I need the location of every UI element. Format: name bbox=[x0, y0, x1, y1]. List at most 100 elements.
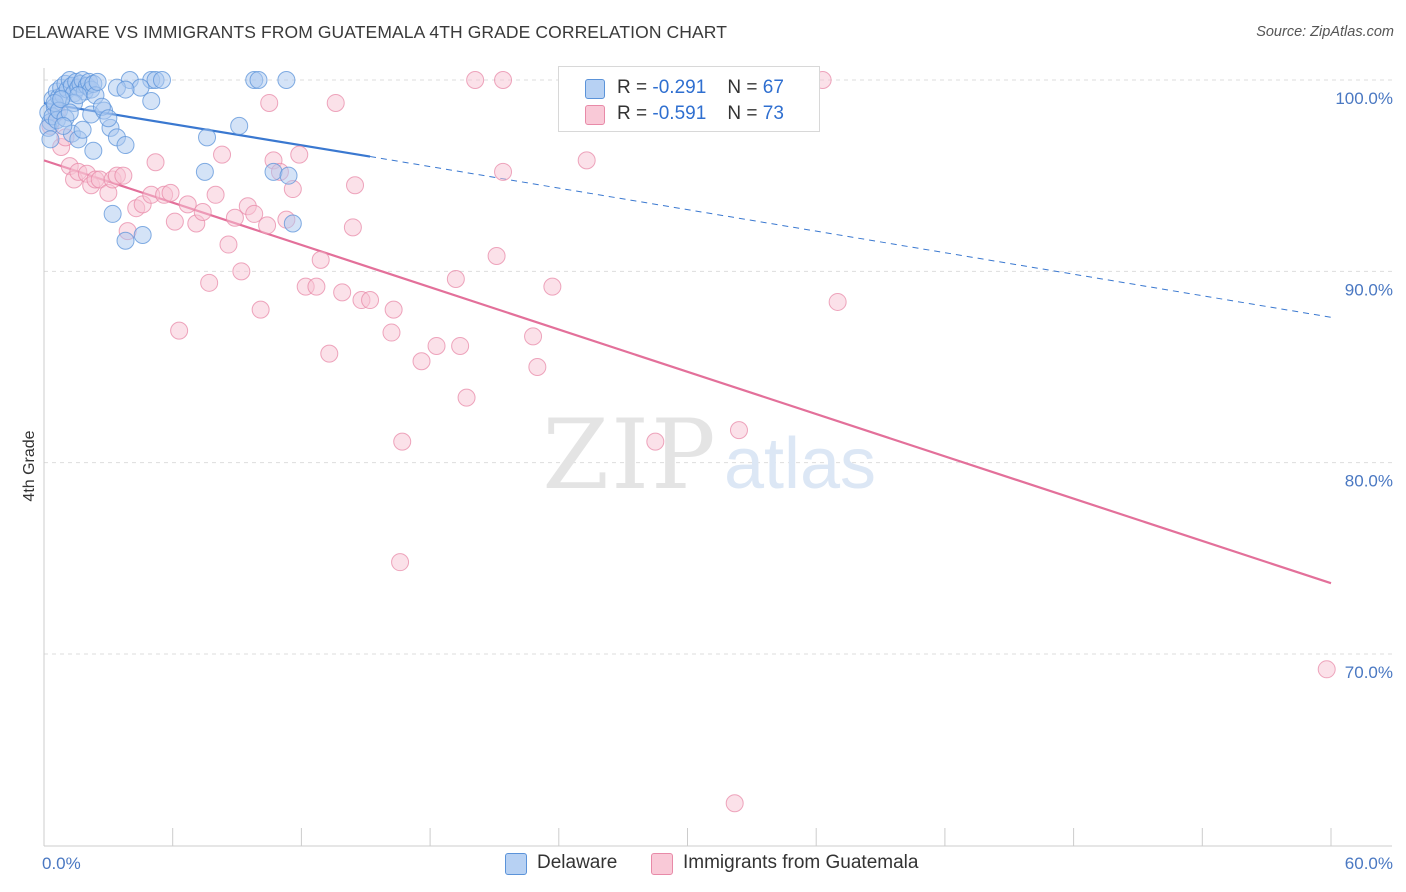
grid-lines bbox=[44, 79, 1392, 655]
guatemala-point bbox=[232, 262, 251, 281]
watermark: ZIP atlas bbox=[542, 399, 876, 511]
guatemala-point bbox=[543, 277, 562, 296]
guatemala-point bbox=[646, 432, 665, 451]
guatemala-point bbox=[828, 292, 847, 311]
delaware-swatch bbox=[585, 79, 605, 99]
delaware-point bbox=[133, 225, 152, 244]
guatemala-point bbox=[170, 321, 189, 340]
guatemala-point bbox=[258, 216, 277, 235]
n-label: N = bbox=[727, 103, 758, 124]
guatemala-point bbox=[311, 250, 330, 269]
guatemala-point bbox=[307, 277, 326, 296]
guatemala-point bbox=[446, 269, 465, 288]
guatemala-point bbox=[725, 794, 744, 813]
delaware-point bbox=[264, 162, 283, 181]
guatemala-point bbox=[165, 212, 184, 231]
delaware-point bbox=[54, 116, 73, 135]
guatemala-point bbox=[193, 203, 212, 222]
guatemala-point bbox=[487, 247, 506, 266]
guatemala-point bbox=[245, 204, 264, 223]
delaware-point bbox=[230, 116, 249, 135]
guatemala-point bbox=[412, 352, 431, 371]
delaware-point bbox=[198, 128, 217, 147]
delaware-point bbox=[116, 80, 135, 99]
guatemala-point bbox=[451, 336, 470, 355]
r-value: -0.591 bbox=[652, 103, 707, 124]
guatemala-point bbox=[161, 183, 180, 202]
guatemala-point bbox=[206, 185, 225, 204]
delaware-point bbox=[69, 86, 88, 105]
guatemala-swatch bbox=[585, 105, 605, 125]
delaware-point bbox=[41, 130, 60, 149]
guatemala-point bbox=[343, 218, 362, 237]
guatemala-point bbox=[213, 145, 232, 164]
guatemala-point bbox=[114, 166, 133, 185]
guatemala-point bbox=[382, 323, 401, 342]
delaware-point bbox=[279, 166, 298, 185]
guatemala-point bbox=[200, 273, 219, 292]
delaware-point bbox=[249, 71, 268, 89]
delaware-point bbox=[142, 92, 161, 111]
y-tick-label: 100.0% bbox=[1335, 89, 1393, 108]
n-label: N = bbox=[727, 77, 758, 98]
guatemala-point bbox=[729, 421, 748, 440]
delaware-point bbox=[88, 72, 107, 91]
guatemala-point bbox=[577, 151, 596, 170]
guatemala-point bbox=[320, 344, 339, 363]
guatemala-point bbox=[524, 327, 543, 346]
trend-lines bbox=[43, 101, 1332, 585]
r-label: R = bbox=[617, 77, 648, 98]
r-label: R = bbox=[617, 103, 648, 124]
r-value: -0.291 bbox=[652, 77, 707, 98]
delaware-point bbox=[52, 90, 71, 109]
axes bbox=[43, 68, 1392, 847]
guatemala-point bbox=[333, 283, 352, 302]
source-label: Source: ZipAtlas.com bbox=[1256, 24, 1394, 40]
guatemala-point bbox=[290, 145, 309, 164]
x-tick-label: 60.0% bbox=[1345, 854, 1393, 873]
y-tick-label: 80.0% bbox=[1345, 472, 1393, 491]
guatemala-point bbox=[225, 208, 244, 227]
guatemala-point bbox=[466, 71, 485, 89]
guatemala-point bbox=[391, 553, 410, 572]
y-tick-label: 70.0% bbox=[1345, 663, 1393, 682]
guatemala-point bbox=[393, 432, 412, 451]
delaware-legend-label: Delaware bbox=[537, 852, 618, 873]
x-tick-label: 0.0% bbox=[42, 854, 81, 873]
guatemala-point bbox=[427, 336, 446, 355]
guatemala-legend-label: Immigrants from Guatemala bbox=[683, 852, 919, 873]
guatemala-point bbox=[251, 300, 270, 319]
guatemala-point bbox=[1317, 660, 1336, 679]
guatemala-point bbox=[326, 93, 345, 112]
delaware-point bbox=[152, 71, 171, 89]
guatemala-point bbox=[178, 195, 197, 214]
delaware-point bbox=[73, 120, 92, 139]
guatemala-point bbox=[219, 235, 238, 254]
guatemala-point bbox=[146, 153, 165, 172]
n-value: 73 bbox=[762, 103, 784, 124]
guatemala-legend-swatch bbox=[651, 853, 673, 875]
guatemala-point bbox=[384, 300, 403, 319]
tick-labels: 100.0% 90.0% 80.0% 70.0% 0.0% 60.0% bbox=[42, 89, 1393, 873]
guatemala-point bbox=[457, 388, 476, 407]
delaware-point bbox=[277, 71, 296, 89]
y-axis-label: 4th Grade bbox=[21, 430, 38, 501]
delaware-point bbox=[283, 214, 302, 233]
guatemala-point bbox=[260, 93, 279, 112]
guatemala-trend-line bbox=[43, 159, 1332, 585]
delaware-point bbox=[84, 141, 103, 160]
guatemala-point bbox=[494, 162, 513, 181]
guatemala-point bbox=[361, 291, 380, 310]
guatemala-point bbox=[494, 71, 513, 89]
delaware-point bbox=[195, 162, 214, 181]
delaware-point bbox=[103, 204, 122, 223]
chart-title: DELAWARE VS IMMIGRANTS FROM GUATEMALA 4T… bbox=[12, 22, 728, 42]
correlation-legend: R = -0.291 N = 67 R = -0.591 N = 73 bbox=[558, 66, 820, 132]
y-tick-label: 90.0% bbox=[1345, 280, 1393, 299]
delaware-point bbox=[99, 109, 118, 128]
delaware-point bbox=[116, 231, 135, 250]
delaware-legend-swatch bbox=[505, 853, 527, 875]
watermark-zip: ZIP bbox=[542, 399, 717, 511]
guatemala-point bbox=[528, 358, 547, 376]
